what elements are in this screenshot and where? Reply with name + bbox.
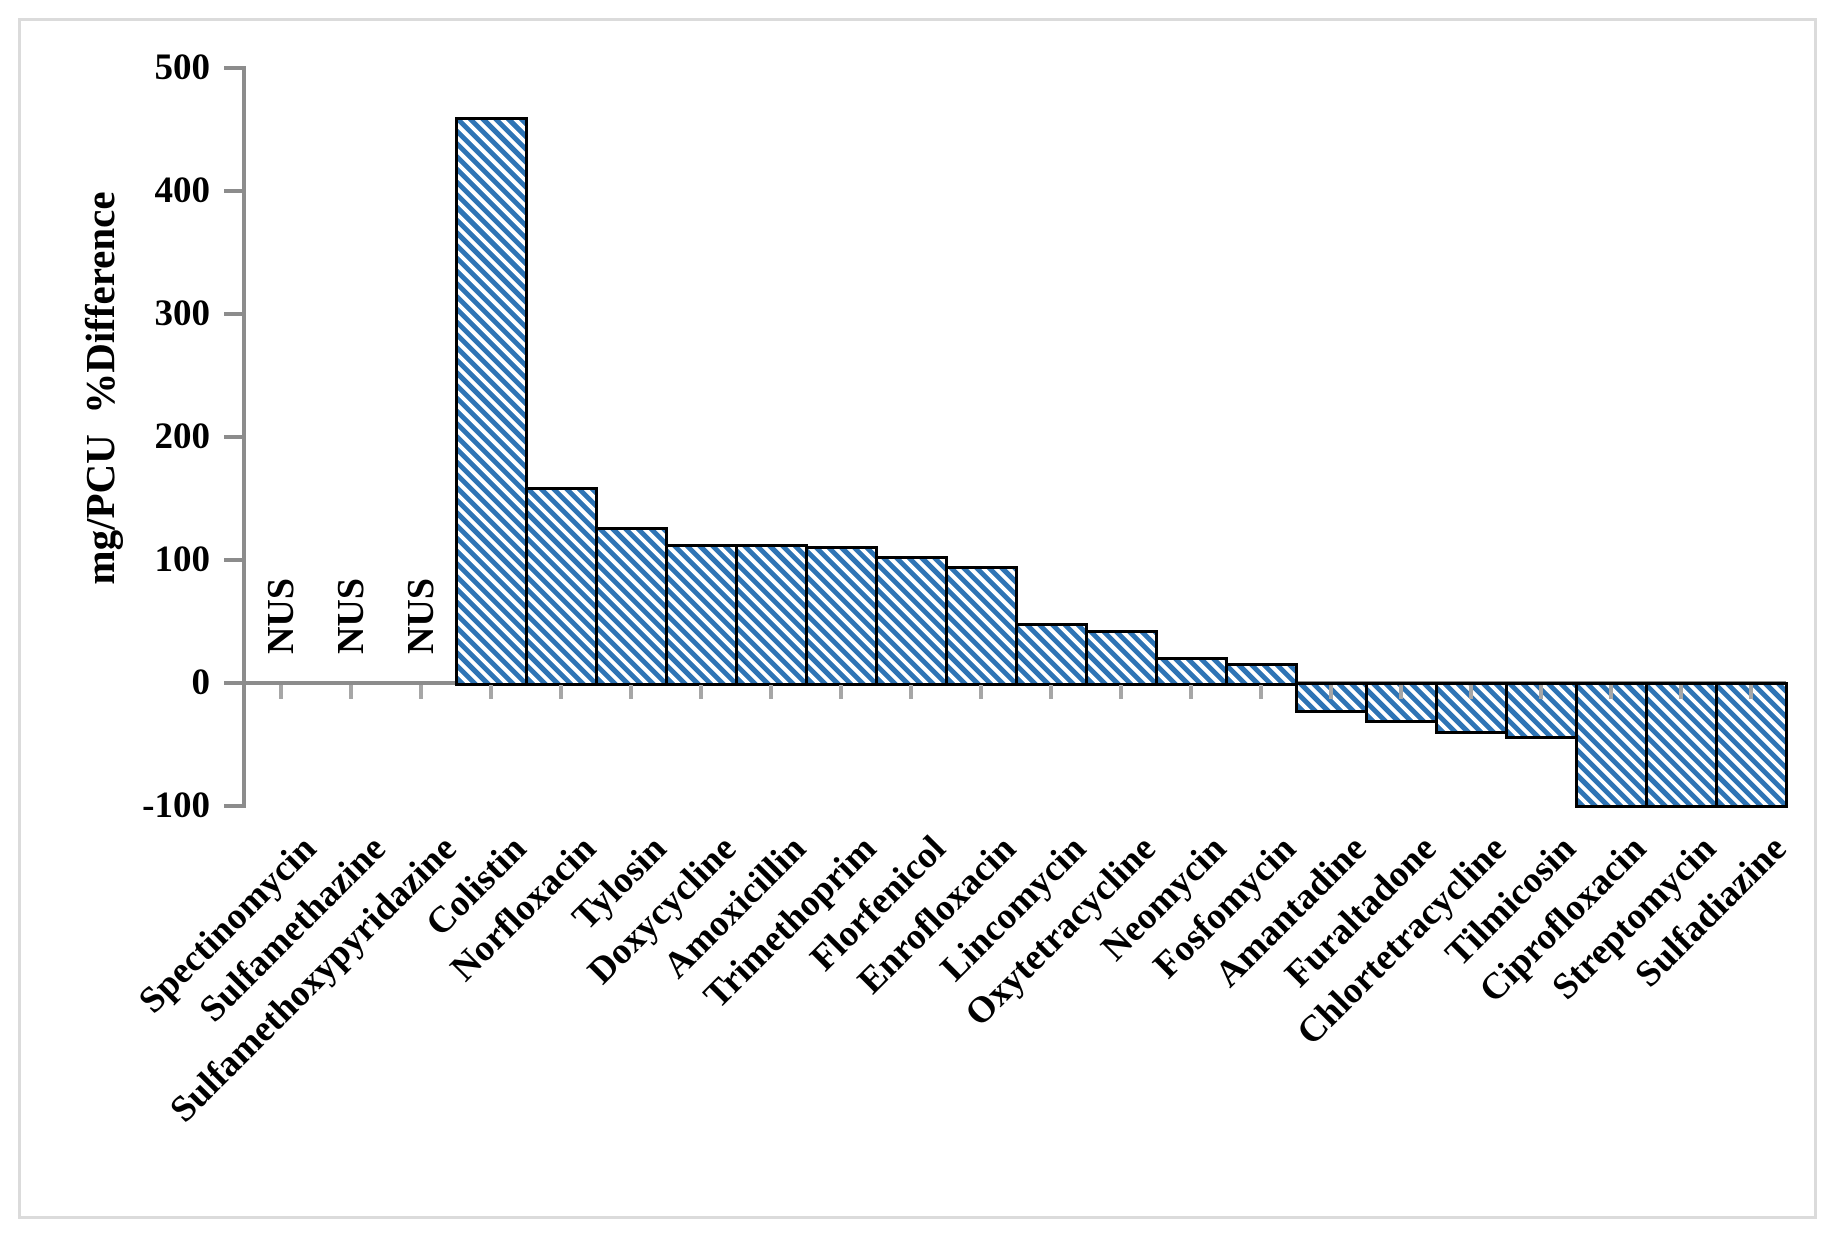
bar-chlortetracycline xyxy=(1434,681,1508,734)
x-axis-tick xyxy=(699,685,703,699)
y-axis-tick xyxy=(224,66,242,70)
y-axis-tick xyxy=(224,189,242,193)
y-axis-tick xyxy=(224,435,242,439)
bar-ciprofloxacin xyxy=(1574,681,1648,808)
x-axis-tick xyxy=(279,685,283,699)
y-tick-label: 0 xyxy=(191,662,211,703)
bar-florfenicol xyxy=(874,556,948,686)
x-axis-tick xyxy=(909,685,913,699)
x-axis-tick xyxy=(419,685,423,699)
no-data-label-sulfamethoxypyridazine: NUS xyxy=(400,577,442,655)
y-axis-tick xyxy=(224,681,242,685)
x-axis-tick xyxy=(1259,685,1263,699)
bar-fosfomycin xyxy=(1224,663,1298,686)
bar-sulfadiazine xyxy=(1714,681,1788,808)
x-axis-tick xyxy=(1399,685,1403,699)
bar-lincomycin xyxy=(1014,622,1088,686)
x-axis-tick xyxy=(839,685,843,699)
x-axis-tick xyxy=(1679,685,1683,699)
x-axis-tick xyxy=(1609,685,1613,699)
y-axis-title: mg/PCU %Difference xyxy=(77,191,123,585)
x-axis-tick xyxy=(349,685,353,699)
y-axis-tick xyxy=(224,804,242,808)
no-data-label-spectinomycin: NUS xyxy=(260,577,302,655)
bar-neomycin xyxy=(1154,657,1228,686)
x-axis-tick xyxy=(629,685,633,699)
x-axis-tick xyxy=(1469,685,1473,699)
x-axis-tick xyxy=(1329,685,1333,699)
no-data-label-sulfamethazine: NUS xyxy=(330,577,372,655)
x-axis-tick xyxy=(1049,685,1053,699)
y-axis-tick xyxy=(224,312,242,316)
bar-colistin xyxy=(454,117,528,686)
y-tick-label: 200 xyxy=(154,416,211,457)
y-tick-label: 100 xyxy=(154,539,211,580)
y-tick-label: 300 xyxy=(154,293,211,334)
y-axis-tick xyxy=(224,558,242,562)
x-axis-tick xyxy=(979,685,983,699)
x-axis-tick xyxy=(769,685,773,699)
y-tick-label: 500 xyxy=(154,47,211,88)
bar-furaltadone xyxy=(1364,681,1438,723)
bar-trimethoprim xyxy=(804,546,878,686)
y-axis-line xyxy=(242,66,246,808)
bar-oxytetracycline xyxy=(1084,630,1158,686)
figure-border-frame xyxy=(18,18,1817,1219)
bar-doxycycline xyxy=(664,544,738,686)
bar-tylosin xyxy=(594,526,668,686)
bar-amoxicillin xyxy=(734,544,808,686)
y-tick-label: -100 xyxy=(142,785,210,826)
x-axis-tick xyxy=(1189,685,1193,699)
x-axis-tick xyxy=(1539,685,1543,699)
bar-enrofloxacin xyxy=(944,566,1018,686)
y-tick-label: 400 xyxy=(154,170,211,211)
x-axis-tick xyxy=(1119,685,1123,699)
bar-norfloxacin xyxy=(524,487,598,686)
x-axis-tick xyxy=(489,685,493,699)
bar-streptomycin xyxy=(1644,681,1718,808)
x-axis-tick xyxy=(1749,685,1753,699)
x-axis-tick xyxy=(559,685,563,699)
